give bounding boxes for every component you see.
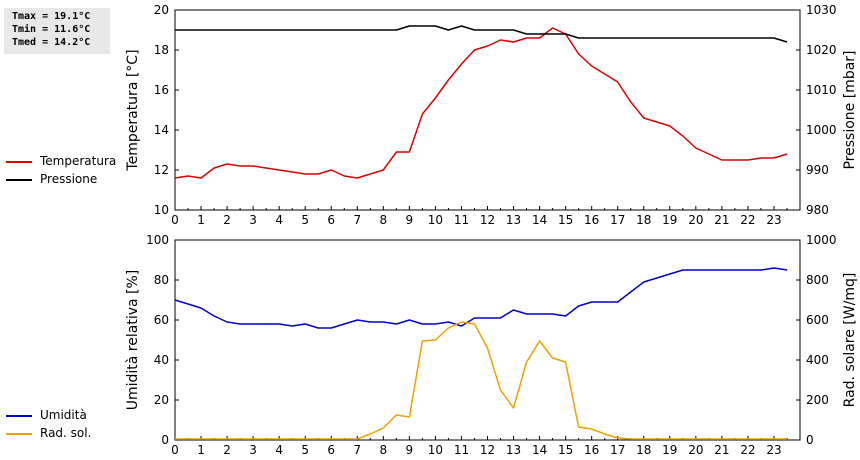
top-x-tick-label: 2 — [223, 213, 231, 227]
top-x-tick-label: 23 — [766, 213, 781, 227]
bottom-x-tick-label: 0 — [171, 443, 179, 457]
top-x-tick-label: 4 — [275, 213, 283, 227]
top-y-right-tick-label: 1020 — [806, 43, 837, 57]
bottom-x-tick-label: 16 — [584, 443, 599, 457]
top-x-tick-label: 12 — [480, 213, 495, 227]
bottom-y-axis-label: Umidità relativa [%] — [125, 270, 141, 411]
legend-swatch-umidita — [6, 415, 32, 417]
bottom-y-right-tick-label: 1000 — [806, 233, 837, 247]
bottom-x-tick-label: 12 — [480, 443, 495, 457]
bottom-y-right-axis-label: Rad. solare [W/mq] — [842, 273, 858, 408]
bottom-y-tick-label: 20 — [154, 393, 169, 407]
bottom-x-tick-label: 15 — [558, 443, 573, 457]
legend-swatch-temperatura — [6, 161, 32, 163]
top-y-tick-label: 16 — [154, 83, 169, 97]
top-y-right-tick-label: 1030 — [806, 3, 837, 17]
top-x-tick-label: 21 — [714, 213, 729, 227]
bottom-x-tick-label: 20 — [688, 443, 703, 457]
top-x-tick-label: 15 — [558, 213, 573, 227]
bottom-y-tick-label: 40 — [154, 353, 169, 367]
legend-label-pressione: Pressione — [40, 172, 98, 186]
stat-tmin: Tmin = 11.6°C — [12, 24, 91, 35]
bottom-x-tick-label: 17 — [610, 443, 625, 457]
top-x-tick-label: 5 — [301, 213, 309, 227]
top-y-right-tick-label: 1010 — [806, 83, 837, 97]
bottom-x-tick-label: 22 — [740, 443, 755, 457]
bottom-x-tick-label: 14 — [532, 443, 547, 457]
bottom-y-right-tick-label: 400 — [806, 353, 829, 367]
bottom-y-tick-label: 60 — [154, 313, 169, 327]
top-x-tick-label: 9 — [406, 213, 414, 227]
bottom-x-tick-label: 2 — [223, 443, 231, 457]
bottom-x-tick-label: 10 — [428, 443, 443, 457]
bottom-x-tick-label: 18 — [636, 443, 651, 457]
top-y-right-tick-label: 980 — [806, 203, 829, 217]
bottom-x-tick-label: 9 — [406, 443, 414, 457]
legend-label-umidita: Umidità — [40, 408, 87, 422]
top-x-tick-label: 19 — [662, 213, 677, 227]
bottom-y-right-tick-label: 600 — [806, 313, 829, 327]
top-x-tick-label: 14 — [532, 213, 547, 227]
top-series-line-pressione — [175, 25, 788, 43]
top-x-tick-label: 3 — [249, 213, 257, 227]
top-y-axis-label: Temperatura [°C] — [125, 49, 141, 171]
bottom-x-tick-label: 21 — [714, 443, 729, 457]
bottom-y-right-tick-label: 200 — [806, 393, 829, 407]
top-y-tick-label: 12 — [154, 163, 169, 177]
bottom-x-tick-label: 4 — [275, 443, 283, 457]
bottom-chart: 0 1 2 3 4 5 6 7 8 9 10 11 12 13 14 15 16 17 18 19 20 21 22 2302… — [125, 233, 858, 457]
bottom-y-right-tick-label: 0 — [806, 433, 814, 447]
top-y-right-tick-label: 990 — [806, 163, 829, 177]
legend-swatch-pressione — [6, 179, 32, 181]
top-y-tick-label: 14 — [154, 123, 169, 137]
top-y-right-axis-label: Pressione [mbar] — [842, 50, 858, 169]
top-plot-frame — [174, 9, 801, 211]
stat-tmax: Tmax = 19.1°C — [12, 11, 91, 22]
bottom-series-line-umidit — [174, 267, 788, 329]
top-x-tick-label: 22 — [740, 213, 755, 227]
top-x-tick-label: 8 — [380, 213, 388, 227]
legend-label-temperatura: Temperatura — [40, 154, 117, 168]
bottom-y-right-tick-label: 800 — [806, 273, 829, 287]
top-series-line-temperatura — [174, 27, 788, 179]
bottom-y-tick-label: 0 — [161, 433, 169, 447]
bottom-y-tick-label: 80 — [154, 273, 169, 287]
stat-tmed: Tmed = 14.2°C — [12, 37, 91, 48]
bottom-x-tick-label: 6 — [327, 443, 335, 457]
bottom-x-tick-label: 5 — [301, 443, 309, 457]
top-x-tick-label: 7 — [353, 213, 361, 227]
top-y-tick-label: 18 — [154, 43, 169, 57]
bottom-x-tick-label: 8 — [380, 443, 388, 457]
legend-swatch-radsol — [6, 433, 32, 435]
bottom-x-tick-label: 13 — [506, 443, 521, 457]
top-x-tick-label: 20 — [688, 213, 703, 227]
bottom-y-tick-label: 100 — [146, 233, 169, 247]
legend-label-radsol: Rad. sol. — [40, 426, 92, 440]
top-y-tick-label: 10 — [154, 203, 169, 217]
bottom-x-tick-label: 3 — [249, 443, 257, 457]
top-chart: 0 1 2 3 4 5 6 7 8 9 10 11 12 13 14 15 16 17 18 19 20 21 22 2310… — [125, 3, 858, 227]
top-x-tick-label: 1 — [197, 213, 205, 227]
bottom-x-tick-label: 23 — [766, 443, 781, 457]
top-x-tick-label: 18 — [636, 213, 651, 227]
bottom-x-tick-label: 19 — [662, 443, 677, 457]
top-x-tick-label: 0 — [171, 213, 179, 227]
top-x-tick-label: 17 — [610, 213, 625, 227]
bottom-x-tick-label: 11 — [454, 443, 469, 457]
top-x-tick-label: 13 — [506, 213, 521, 227]
top-x-tick-label: 10 — [428, 213, 443, 227]
bottom-x-tick-label: 1 — [197, 443, 205, 457]
top-x-tick-label: 6 — [327, 213, 335, 227]
stats-box: Tmax = 19.1°C Tmin = 11.6°C Tmed = 14.2°… — [4, 8, 110, 54]
top-x-tick-label: 16 — [584, 213, 599, 227]
bottom-series-line-rad-sol — [175, 321, 787, 440]
top-y-right-tick-label: 1000 — [806, 123, 837, 137]
top-y-tick-label: 20 — [154, 3, 169, 17]
top-x-tick-label: 11 — [454, 213, 469, 227]
bottom-x-tick-label: 7 — [353, 443, 361, 457]
